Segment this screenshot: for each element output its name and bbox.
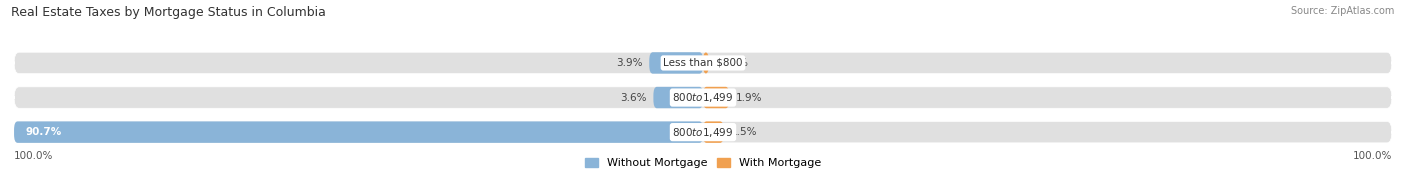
Legend: Without Mortgage, With Mortgage: Without Mortgage, With Mortgage (585, 158, 821, 169)
Text: 100.0%: 100.0% (14, 151, 53, 161)
Text: $800 to $1,499: $800 to $1,499 (672, 126, 734, 139)
Text: 3.6%: 3.6% (620, 93, 647, 103)
FancyBboxPatch shape (14, 87, 1392, 108)
Text: 1.5%: 1.5% (731, 127, 756, 137)
Text: 1.9%: 1.9% (737, 93, 762, 103)
Text: Less than $800: Less than $800 (664, 58, 742, 68)
FancyBboxPatch shape (14, 121, 703, 143)
FancyBboxPatch shape (14, 121, 1392, 143)
Text: 3.9%: 3.9% (616, 58, 643, 68)
Text: $800 to $1,499: $800 to $1,499 (672, 91, 734, 104)
FancyBboxPatch shape (703, 52, 709, 74)
FancyBboxPatch shape (14, 52, 1392, 74)
Text: 90.7%: 90.7% (25, 127, 62, 137)
Text: 0.42%: 0.42% (716, 58, 748, 68)
Text: Source: ZipAtlas.com: Source: ZipAtlas.com (1291, 6, 1395, 16)
FancyBboxPatch shape (654, 87, 703, 108)
FancyBboxPatch shape (703, 121, 724, 143)
FancyBboxPatch shape (650, 52, 703, 74)
Text: Real Estate Taxes by Mortgage Status in Columbia: Real Estate Taxes by Mortgage Status in … (11, 6, 326, 19)
FancyBboxPatch shape (703, 87, 730, 108)
Text: 100.0%: 100.0% (1353, 151, 1392, 161)
